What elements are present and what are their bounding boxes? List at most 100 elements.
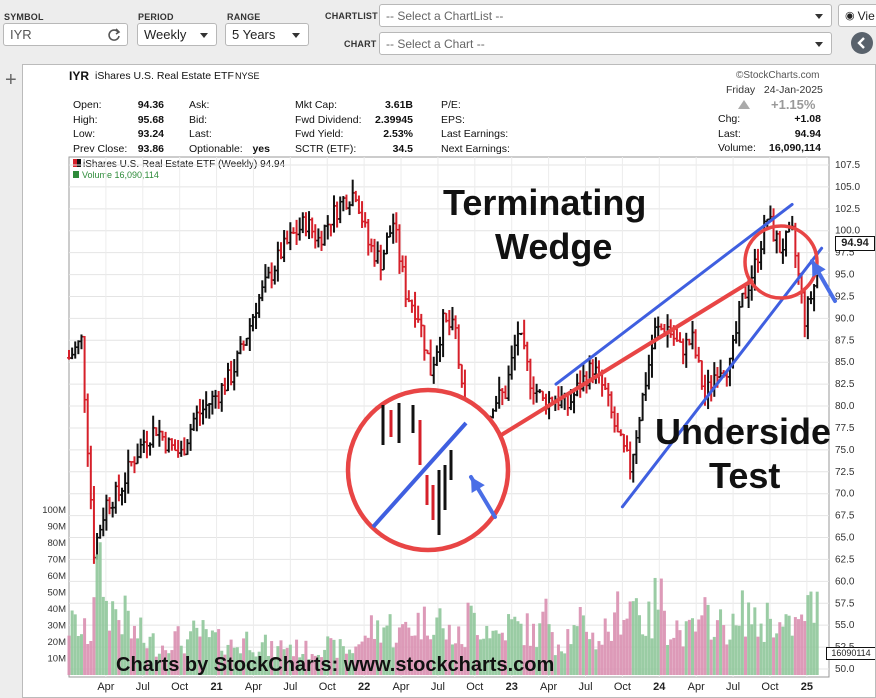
stat-label: Open: [73,99,102,111]
symbol-input[interactable]: IYR [3,23,128,46]
range-select[interactable]: 5 Years [225,23,309,46]
volume-bar [316,654,320,675]
volume-bar [288,644,292,675]
volume-tick-label: 60M [48,571,67,582]
chart-security-name: iShares U.S. Real Estate ETF [95,70,234,82]
volume-bar [687,619,691,675]
price-tick-label: 100.0 [835,226,860,237]
wedge-trendline [620,246,824,509]
volume-bar [603,618,607,675]
volume-bar [204,629,208,675]
stat-label: Last Earnings: [441,128,509,140]
period-select[interactable]: Weekly [137,23,217,46]
volume-bar [432,634,436,675]
chartlist-select[interactable]: -- Select a ChartList -- [379,4,832,27]
volume-bar [650,638,654,675]
volume-bar [737,625,741,675]
eye-icon: ◉ [845,10,855,22]
volume-bar [560,651,564,675]
volume-bar [581,615,585,675]
chart-panel: IYR iShares U.S. Real Estate ETF NYSE ©S… [22,64,876,698]
volume-bar [719,609,723,675]
zoom-arrow-head [471,477,485,493]
price-tick-label: 77.5 [835,423,855,434]
stat-value: 94.94 [794,127,821,140]
price-tick-label: 90.0 [835,313,855,324]
toolbar: SYMBOL IYR PERIOD Weekly RANGE 5 Years C… [0,0,876,62]
volume-bar [681,646,685,675]
volume-bar [369,615,373,675]
volume-bar [429,639,433,675]
volume-bar [229,639,233,675]
x-tick-label: Oct [761,681,778,693]
volume-bar [416,612,420,675]
volume-tick-label: 20M [48,637,67,648]
volume-bar [762,641,766,675]
volume-bar [151,633,155,675]
view-label: Vie [857,8,875,23]
volume-bar [307,659,311,675]
volume-bar [644,635,648,675]
volume-bar [793,617,797,675]
volume-bar [678,630,682,675]
volume-bar [279,640,283,675]
price-tick-label: 92.5 [835,291,855,302]
price-tick-label: 102.5 [835,204,860,215]
volume-bar [519,623,523,675]
volume-bar [553,655,557,675]
volume-bar [210,630,214,675]
volume-bar [778,622,782,675]
volume-bar [170,650,174,675]
legend-swatch-icon [73,159,81,167]
volume-bar [129,638,133,675]
volume-bar [132,625,136,675]
volume-bar [494,630,498,675]
price-tick-label: 62.5 [835,554,855,565]
volume-bar [622,619,626,675]
volume-bar [672,637,676,675]
volume-bar [310,654,314,675]
volume-bar [666,644,670,675]
volume-bar [597,641,601,675]
add-panel-icon[interactable]: + [5,69,17,91]
stat-value: 2.53% [383,128,413,140]
view-button[interactable]: ◉ Vie [838,4,876,27]
volume-bar [637,615,641,675]
volume-tick-label: 80M [48,538,67,549]
volume-bar [709,639,713,675]
volume-bar [556,644,560,675]
back-button[interactable] [851,32,873,54]
volume-bar [413,635,417,675]
volume-bar [463,647,467,675]
x-tick-label: Jul [726,681,740,693]
stat-label: Fwd Yield: [295,128,344,140]
watermark: ©StockCharts.com [736,70,820,81]
volume-bar [295,639,299,675]
volume-bar [525,613,529,675]
volume-bar [513,616,517,675]
price-tick-label: 60.0 [835,576,855,587]
chart-select[interactable]: -- Select a Chart -- [379,32,832,55]
volume-bar [772,637,776,675]
volume-bar [76,635,80,675]
refresh-icon[interactable] [107,28,121,42]
volume-bar [273,656,277,675]
volume-bar [98,542,102,675]
volume-bar [566,629,570,675]
volume-bar [126,610,130,675]
footer-credit: Charts by StockCharts: www.stockcharts.c… [116,654,555,676]
x-tick-label: Oct [171,681,188,693]
x-tick-label: 21 [210,681,222,693]
volume-bar [715,620,719,675]
highlight-arrow-head [812,261,826,277]
volume-bar [594,649,598,675]
price-chart[interactable]: 107.5 105.0 102.5 100.0 97.5 95.0 92.5 90.0 87.5… [23,65,876,698]
x-tick-label: Jul [283,681,297,693]
volume-bar [790,635,794,675]
volume-bar [669,639,673,675]
volume-bar [613,612,617,675]
volume-bar [479,639,483,675]
volume-bar [270,641,274,675]
x-tick-label: Oct [614,681,631,693]
x-tick-label: Apr [392,681,409,693]
